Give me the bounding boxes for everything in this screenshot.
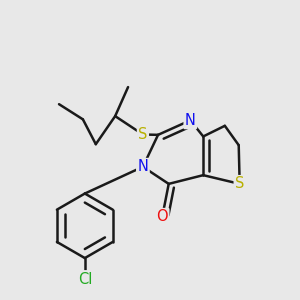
Text: O: O (156, 209, 168, 224)
Text: N: N (137, 159, 148, 174)
Text: Cl: Cl (78, 272, 92, 286)
Text: N: N (185, 113, 196, 128)
Text: S: S (235, 176, 244, 191)
Text: S: S (138, 127, 148, 142)
